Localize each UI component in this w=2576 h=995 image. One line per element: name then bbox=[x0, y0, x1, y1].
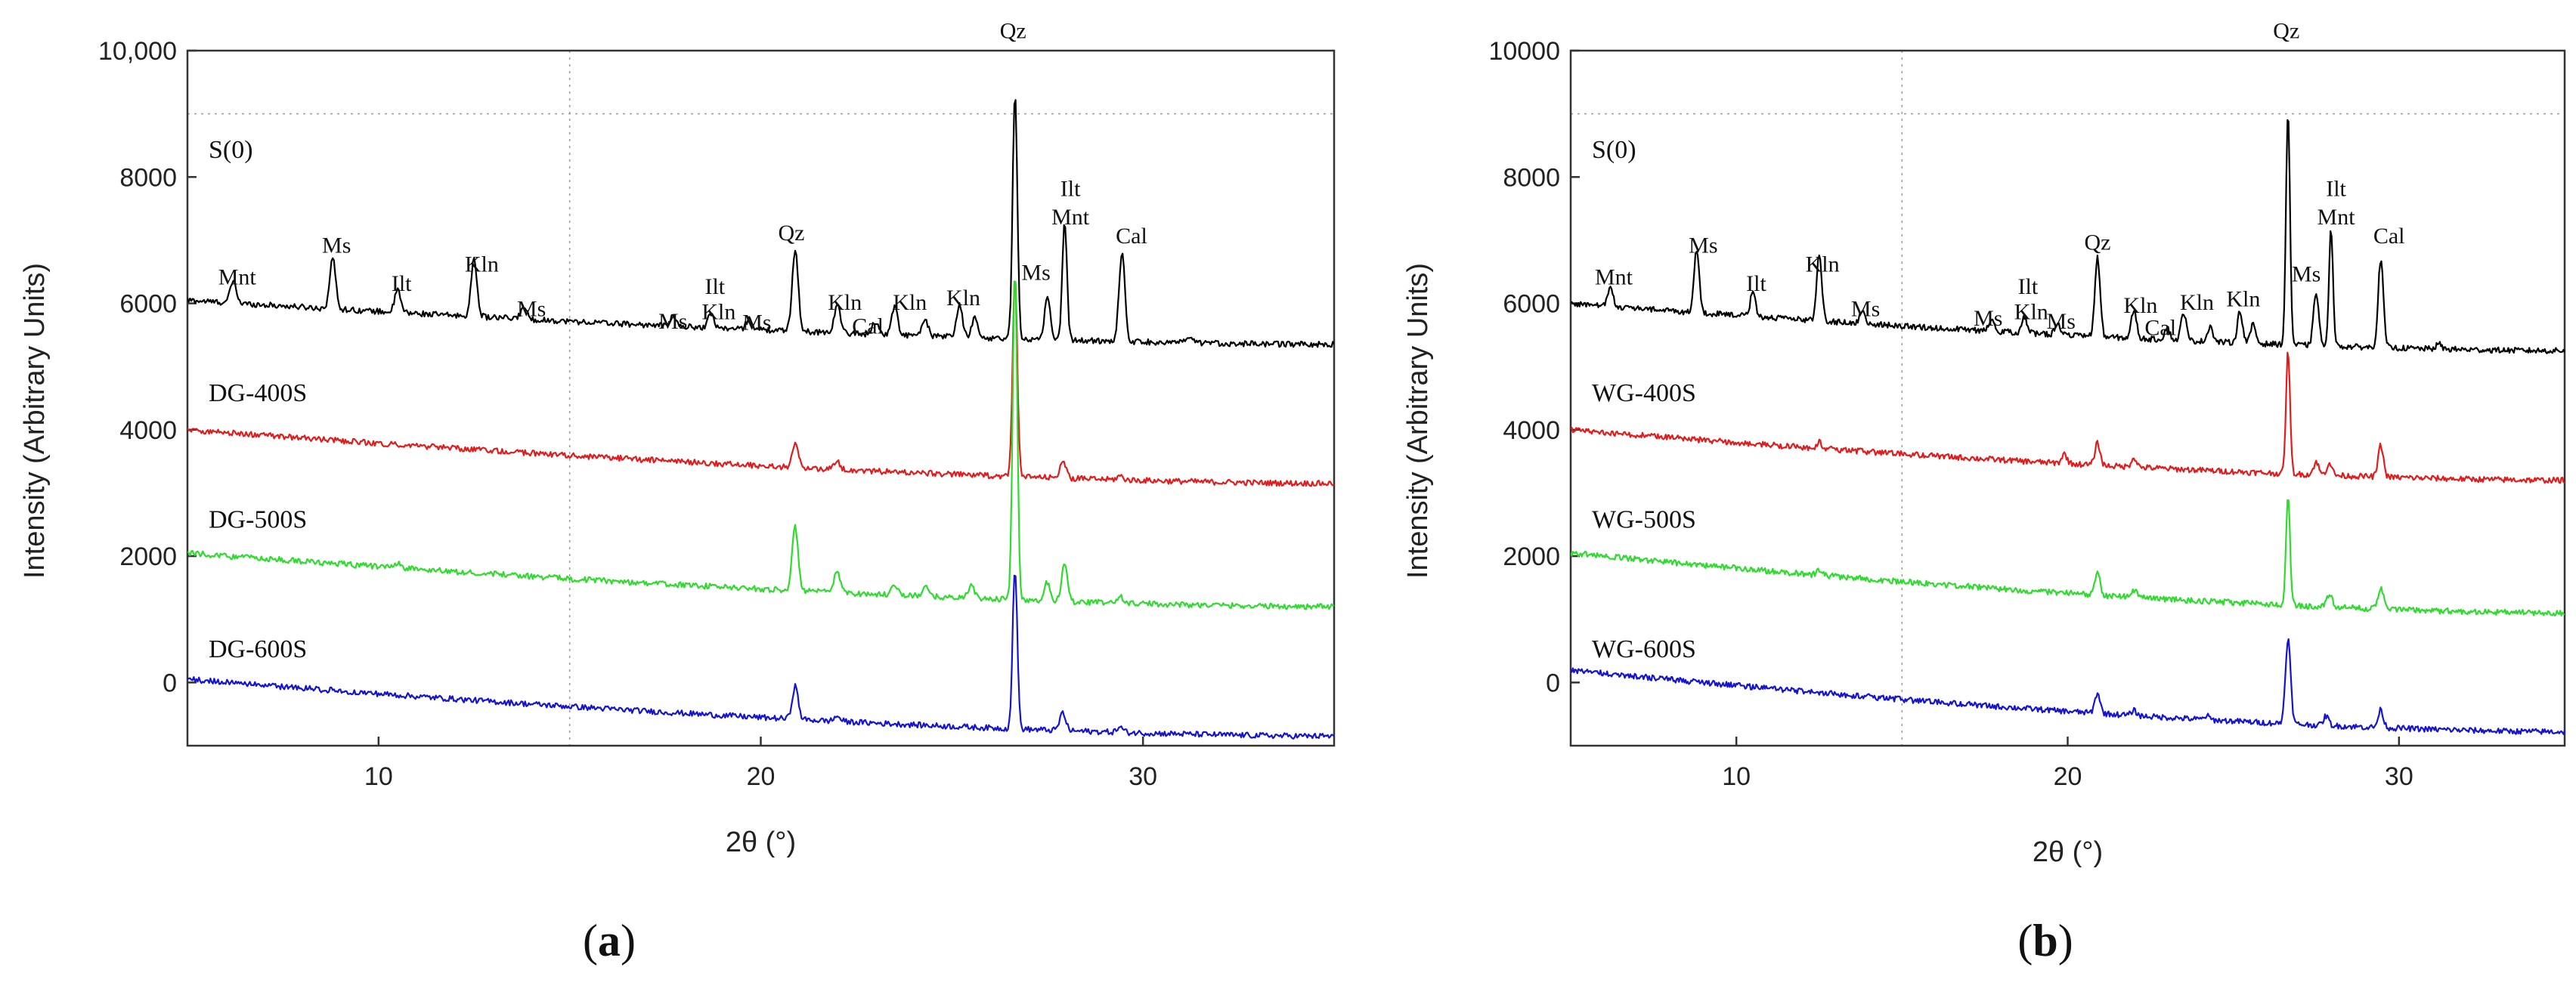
phase-annotation: Mnt bbox=[1595, 264, 1633, 289]
phase-annotation: Ms bbox=[2292, 261, 2321, 286]
plot-frame bbox=[186, 49, 1336, 747]
phase-annotation: Ilt bbox=[2018, 274, 2039, 299]
phase-annotation: Ms bbox=[1851, 296, 1880, 321]
y-tick-label: 10000 bbox=[1488, 37, 1560, 66]
x-axis-title: 2θ (°) bbox=[2033, 836, 2103, 868]
series-label: WG-600S bbox=[1592, 635, 1696, 663]
phase-annotation: Kln bbox=[828, 290, 862, 315]
phase-annotation: Cal bbox=[2144, 315, 2176, 340]
phase-annotation: Ms bbox=[1974, 306, 2002, 331]
phase-annotation: Qz bbox=[2084, 230, 2110, 255]
y-tick-label: 6000 bbox=[1503, 290, 1560, 319]
phase-annotation: Kln bbox=[1806, 252, 1840, 277]
phase-annotation: Kln bbox=[465, 252, 499, 277]
y-tick-label: 2000 bbox=[119, 542, 177, 571]
series-label: DG-500S bbox=[209, 505, 307, 533]
series-label: DG-600S bbox=[209, 635, 307, 663]
y-tick-label: 2000 bbox=[1503, 542, 1560, 571]
x-tick-label: 10 bbox=[364, 762, 393, 791]
y-tick-label: 0 bbox=[163, 669, 177, 697]
x-axis-title: 2θ (°) bbox=[726, 827, 796, 858]
phase-annotation: Kln bbox=[2123, 293, 2157, 318]
y-tick-label: 8000 bbox=[119, 163, 177, 192]
chart-panel-a: 0 2000 4000 6000 8000 10,000 10 20 30 Intensity (… bbox=[19, 18, 1336, 966]
y-tick-label: 4000 bbox=[1503, 416, 1560, 445]
series-line-dg-600s bbox=[187, 574, 1334, 740]
phase-annotation: Ms bbox=[517, 296, 546, 321]
x-tick-label: 10 bbox=[1722, 762, 1751, 791]
phase-annotation: Ms bbox=[322, 233, 351, 258]
phase-annotation: Ilt bbox=[704, 274, 725, 299]
phase-annotation: Mnt bbox=[218, 264, 257, 289]
y-tick-label: 10,000 bbox=[98, 37, 177, 66]
x-tick-label: 20 bbox=[747, 762, 776, 791]
phase-annotation: Mnt bbox=[2317, 205, 2356, 230]
phase-annotation: Kln bbox=[2226, 287, 2260, 312]
phase-annotation: Ms bbox=[1021, 261, 1050, 286]
series-line-wg-600s bbox=[1571, 638, 2565, 735]
phase-annotation: Ms bbox=[658, 309, 687, 334]
phase-annotation: Cal bbox=[852, 314, 884, 339]
series-line-s-0- bbox=[1571, 119, 2565, 354]
x-tick-label: 30 bbox=[2385, 762, 2413, 791]
phase-annotation: Qz bbox=[1000, 18, 1026, 43]
phase-annotation: Qz bbox=[2273, 18, 2299, 43]
series-label: WG-500S bbox=[1592, 505, 1696, 533]
y-tick-label: 8000 bbox=[1503, 163, 1560, 192]
phase-annotation: Qz bbox=[778, 221, 804, 246]
series-line-dg-500s bbox=[187, 280, 1334, 610]
phase-annotation: Ms bbox=[742, 311, 771, 335]
phase-annotation: Kln bbox=[2014, 299, 2048, 324]
phase-annotation: Cal bbox=[2373, 224, 2405, 249]
phase-annotation: Ilt bbox=[1746, 271, 1766, 296]
phase-annotation: Ms bbox=[1689, 233, 1717, 258]
phase-annotation: Ilt bbox=[2326, 176, 2346, 201]
series-label: DG-400S bbox=[209, 379, 307, 407]
phase-annotation: Kln bbox=[701, 299, 735, 324]
y-axis-title: Intensity (Arbitrary Units) bbox=[19, 263, 51, 579]
plot-frame bbox=[1569, 49, 2566, 747]
series-label: WG-400S bbox=[1592, 379, 1696, 407]
panel-caption: (b) bbox=[2017, 916, 2073, 966]
phase-annotation: Cal bbox=[1116, 224, 1147, 249]
panel-caption: (a) bbox=[583, 916, 636, 966]
series-label: S(0) bbox=[1592, 136, 1636, 164]
phase-annotation: Ilt bbox=[1060, 176, 1081, 201]
series-line-s-0- bbox=[187, 99, 1334, 348]
phase-annotation: Mnt bbox=[1051, 205, 1090, 230]
series-line-wg-400s bbox=[1571, 351, 2565, 484]
y-tick-label: 0 bbox=[1546, 669, 1560, 697]
y-tick-label: 4000 bbox=[119, 416, 177, 445]
phase-annotation: Kln bbox=[2180, 290, 2214, 315]
phase-annotation: Ilt bbox=[392, 271, 412, 296]
x-tick-label: 20 bbox=[2054, 762, 2082, 791]
series-label: S(0) bbox=[209, 136, 253, 164]
phase-annotation: Ms bbox=[2047, 309, 2076, 334]
chart-panel-b: 0 2000 4000 6000 8000 10000 10 20 30 Intensity (A… bbox=[1402, 18, 2566, 966]
y-tick-label: 6000 bbox=[119, 290, 177, 319]
y-axis-title: Intensity (Arbitrary Units) bbox=[1402, 263, 1434, 579]
x-tick-label: 30 bbox=[1129, 762, 1157, 791]
series-line-wg-500s bbox=[1571, 499, 2565, 617]
phase-annotation: Kln bbox=[893, 290, 927, 315]
series-line-dg-400s bbox=[187, 283, 1334, 487]
phase-annotation: Kln bbox=[946, 286, 980, 311]
